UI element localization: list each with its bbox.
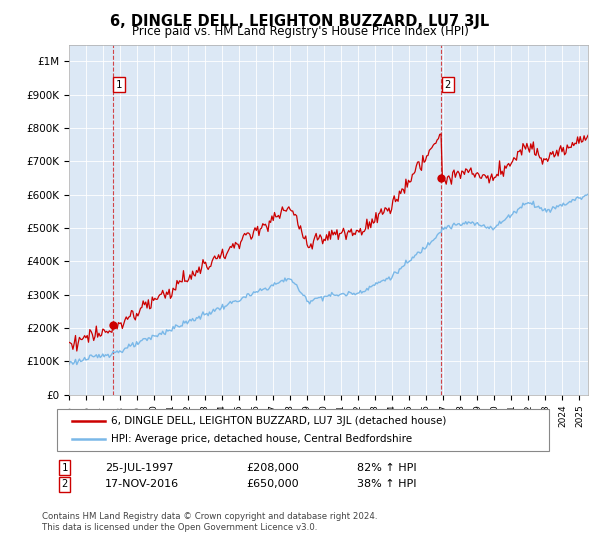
Text: 1: 1 [116, 80, 122, 90]
Text: 2: 2 [445, 80, 451, 90]
Text: 25-JUL-1997: 25-JUL-1997 [105, 463, 173, 473]
Text: 38% ↑ HPI: 38% ↑ HPI [357, 479, 416, 489]
Text: £208,000: £208,000 [246, 463, 299, 473]
Text: HPI: Average price, detached house, Central Bedfordshire: HPI: Average price, detached house, Cent… [111, 434, 412, 444]
Text: Contains HM Land Registry data © Crown copyright and database right 2024.
This d: Contains HM Land Registry data © Crown c… [42, 512, 377, 532]
Text: 82% ↑ HPI: 82% ↑ HPI [357, 463, 416, 473]
Text: £650,000: £650,000 [246, 479, 299, 489]
Text: Price paid vs. HM Land Registry's House Price Index (HPI): Price paid vs. HM Land Registry's House … [131, 25, 469, 38]
Text: 6, DINGLE DELL, LEIGHTON BUZZARD, LU7 3JL (detached house): 6, DINGLE DELL, LEIGHTON BUZZARD, LU7 3J… [111, 416, 446, 426]
Text: 2: 2 [62, 479, 68, 489]
Text: 1: 1 [62, 463, 68, 473]
Text: 17-NOV-2016: 17-NOV-2016 [105, 479, 179, 489]
Text: 6, DINGLE DELL, LEIGHTON BUZZARD, LU7 3JL: 6, DINGLE DELL, LEIGHTON BUZZARD, LU7 3J… [110, 14, 490, 29]
